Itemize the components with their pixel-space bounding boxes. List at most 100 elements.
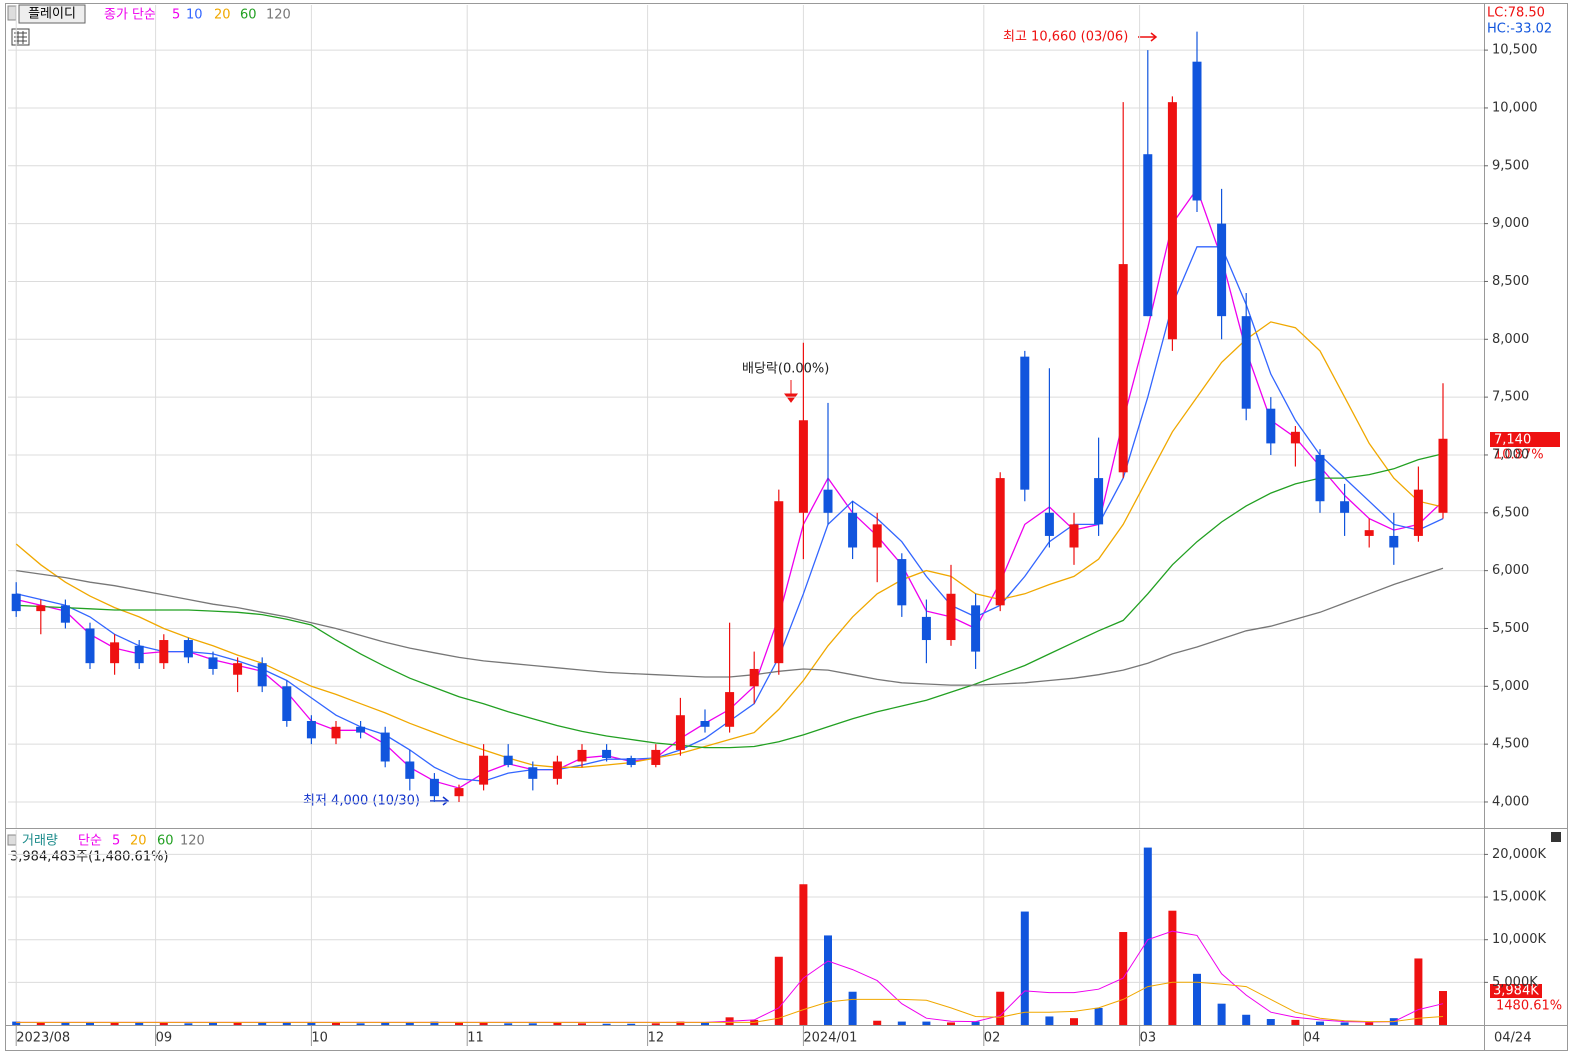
volume-bar bbox=[1168, 910, 1177, 1025]
volume-bar bbox=[553, 1022, 562, 1025]
volume-bar bbox=[873, 1020, 882, 1025]
candle-body bbox=[257, 663, 267, 687]
legend-entry: 120 bbox=[266, 8, 291, 23]
price-tag bbox=[1490, 432, 1560, 447]
volume-ratio: 1480.61% bbox=[1496, 999, 1562, 1014]
candle-body bbox=[1069, 524, 1079, 548]
candle-body bbox=[1340, 501, 1350, 513]
candle-body bbox=[454, 788, 464, 797]
x-tick-label: 2023/08 bbox=[16, 1031, 70, 1046]
volume-bar bbox=[381, 1022, 390, 1025]
x-tick-label: 12 bbox=[648, 1031, 665, 1046]
candle-body bbox=[1438, 438, 1448, 513]
last-date: 04/24 bbox=[1494, 1031, 1531, 1046]
candle-body bbox=[823, 489, 833, 513]
candle-body bbox=[11, 593, 21, 612]
y-tick-label: 10,000 bbox=[1492, 100, 1538, 115]
hc-label: HC:-33.02 bbox=[1487, 22, 1552, 37]
stock-name: 플레이디 bbox=[28, 7, 76, 22]
low-annotation: 최저 4,000 (10/30) bbox=[303, 794, 420, 809]
candle-body bbox=[1290, 431, 1300, 444]
volume-bar bbox=[602, 1023, 611, 1025]
candle-body bbox=[405, 761, 415, 779]
y-tick-label: 9,500 bbox=[1492, 158, 1529, 173]
volume-bar bbox=[824, 935, 832, 1025]
candle-body bbox=[897, 559, 907, 606]
candle-body bbox=[1044, 512, 1054, 536]
volume-ma-label: 단순 bbox=[78, 834, 102, 849]
candle-body bbox=[946, 593, 956, 641]
candle-body bbox=[429, 778, 439, 797]
volume-tag bbox=[1490, 984, 1542, 998]
volume-bar bbox=[1414, 958, 1423, 1025]
candle-body bbox=[872, 524, 882, 548]
candle-body bbox=[971, 605, 981, 652]
last-change: 10.87% bbox=[1494, 448, 1544, 463]
volume-bar bbox=[971, 1021, 980, 1025]
legend-entry: 20 bbox=[130, 834, 147, 849]
candle-body bbox=[1266, 408, 1276, 444]
volume-bar bbox=[1242, 1014, 1251, 1025]
panel-handle[interactable] bbox=[7, 834, 17, 846]
close-button[interactable] bbox=[1551, 832, 1561, 842]
panel-handle[interactable] bbox=[7, 5, 17, 21]
volume-bar bbox=[479, 1022, 488, 1025]
ma-line bbox=[16, 453, 1444, 749]
volume-bar bbox=[1143, 847, 1152, 1025]
volume-bar bbox=[799, 884, 808, 1025]
volume-bar bbox=[578, 1023, 586, 1025]
high-arrow bbox=[1138, 32, 1158, 42]
candle-body bbox=[479, 755, 489, 785]
candle-body bbox=[1217, 223, 1227, 317]
candle-body bbox=[651, 749, 661, 765]
candle-body bbox=[134, 645, 144, 664]
volume-bar bbox=[159, 1022, 168, 1025]
candle-body bbox=[503, 755, 513, 765]
y-tick-label: 10,500 bbox=[1492, 43, 1538, 58]
candle-body bbox=[1118, 264, 1128, 473]
candle-body bbox=[602, 749, 612, 759]
volume-bar bbox=[774, 956, 783, 1025]
x-tick-label: 11 bbox=[467, 1031, 484, 1046]
volume-legend-label: 거래량 bbox=[22, 834, 58, 849]
candle-body bbox=[110, 642, 120, 664]
candle-body bbox=[183, 640, 193, 658]
stock-button[interactable] bbox=[18, 4, 86, 24]
candle-body bbox=[1192, 61, 1202, 201]
volume-bar bbox=[1291, 1019, 1300, 1025]
candle-body bbox=[798, 420, 808, 513]
legend-label: 종가 단순 bbox=[104, 8, 156, 23]
volume-bar bbox=[528, 1023, 537, 1025]
candle-body bbox=[208, 657, 218, 669]
x-tick-label: 04 bbox=[1304, 1031, 1321, 1046]
candle-body bbox=[921, 616, 931, 641]
legend-entry: 60 bbox=[157, 834, 174, 849]
volume-bar bbox=[1340, 1022, 1349, 1025]
legend-entry: 120 bbox=[180, 834, 205, 849]
candle-body bbox=[552, 761, 562, 779]
candle-body bbox=[1094, 478, 1104, 525]
y-tick-label: 10,000K bbox=[1492, 932, 1546, 947]
ma-line bbox=[15, 321, 1444, 768]
y-tick-label: 5,000 bbox=[1492, 679, 1529, 694]
volume-bar bbox=[455, 1022, 463, 1025]
volume-bar bbox=[1217, 1003, 1226, 1025]
dividend-annotation: 배당락(0.00%) bbox=[742, 362, 829, 377]
volume-bar bbox=[897, 1021, 906, 1025]
candle-body bbox=[528, 767, 538, 779]
y-tick-label: 7,500 bbox=[1492, 390, 1529, 405]
ma-line bbox=[16, 981, 1444, 1023]
volume-bar bbox=[922, 1021, 931, 1025]
candle-body bbox=[577, 749, 587, 762]
candle-body bbox=[749, 668, 759, 687]
volume-bar bbox=[332, 1022, 340, 1025]
y-tick-label: 8,500 bbox=[1492, 274, 1529, 289]
candle-body bbox=[60, 605, 70, 623]
y-tick-label: 7,000 bbox=[1492, 447, 1529, 462]
high-annotation: 최고 10,660 (03/06) bbox=[1003, 30, 1128, 45]
volume-bar bbox=[135, 1022, 144, 1025]
volume-bar bbox=[36, 1022, 45, 1025]
